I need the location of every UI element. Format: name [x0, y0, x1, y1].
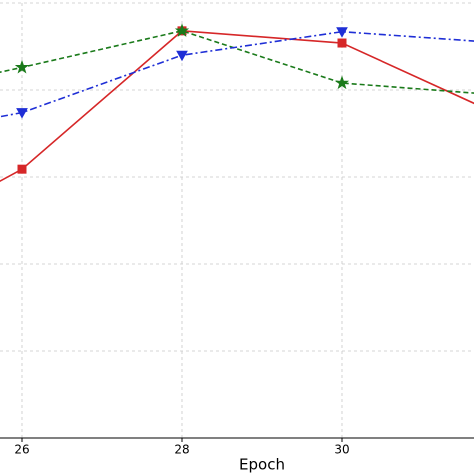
plot-area: [0, 23, 474, 183]
marker: [334, 75, 350, 90]
series-line: [0, 30, 474, 94]
marker: [337, 38, 347, 48]
x-tick-label: 28: [174, 443, 189, 457]
marker: [16, 108, 28, 119]
x-tick-label: 30: [334, 443, 349, 457]
series-line: [0, 30, 474, 183]
x-axis-title: Epoch: [239, 456, 285, 474]
marker: [14, 59, 30, 74]
grid: [0, 2, 474, 438]
series-line: [0, 30, 474, 118]
marker: [174, 23, 190, 37]
marker: [17, 164, 27, 174]
marker: [336, 27, 348, 38]
marker: [176, 50, 188, 62]
x-tick-label: 26: [14, 443, 29, 457]
